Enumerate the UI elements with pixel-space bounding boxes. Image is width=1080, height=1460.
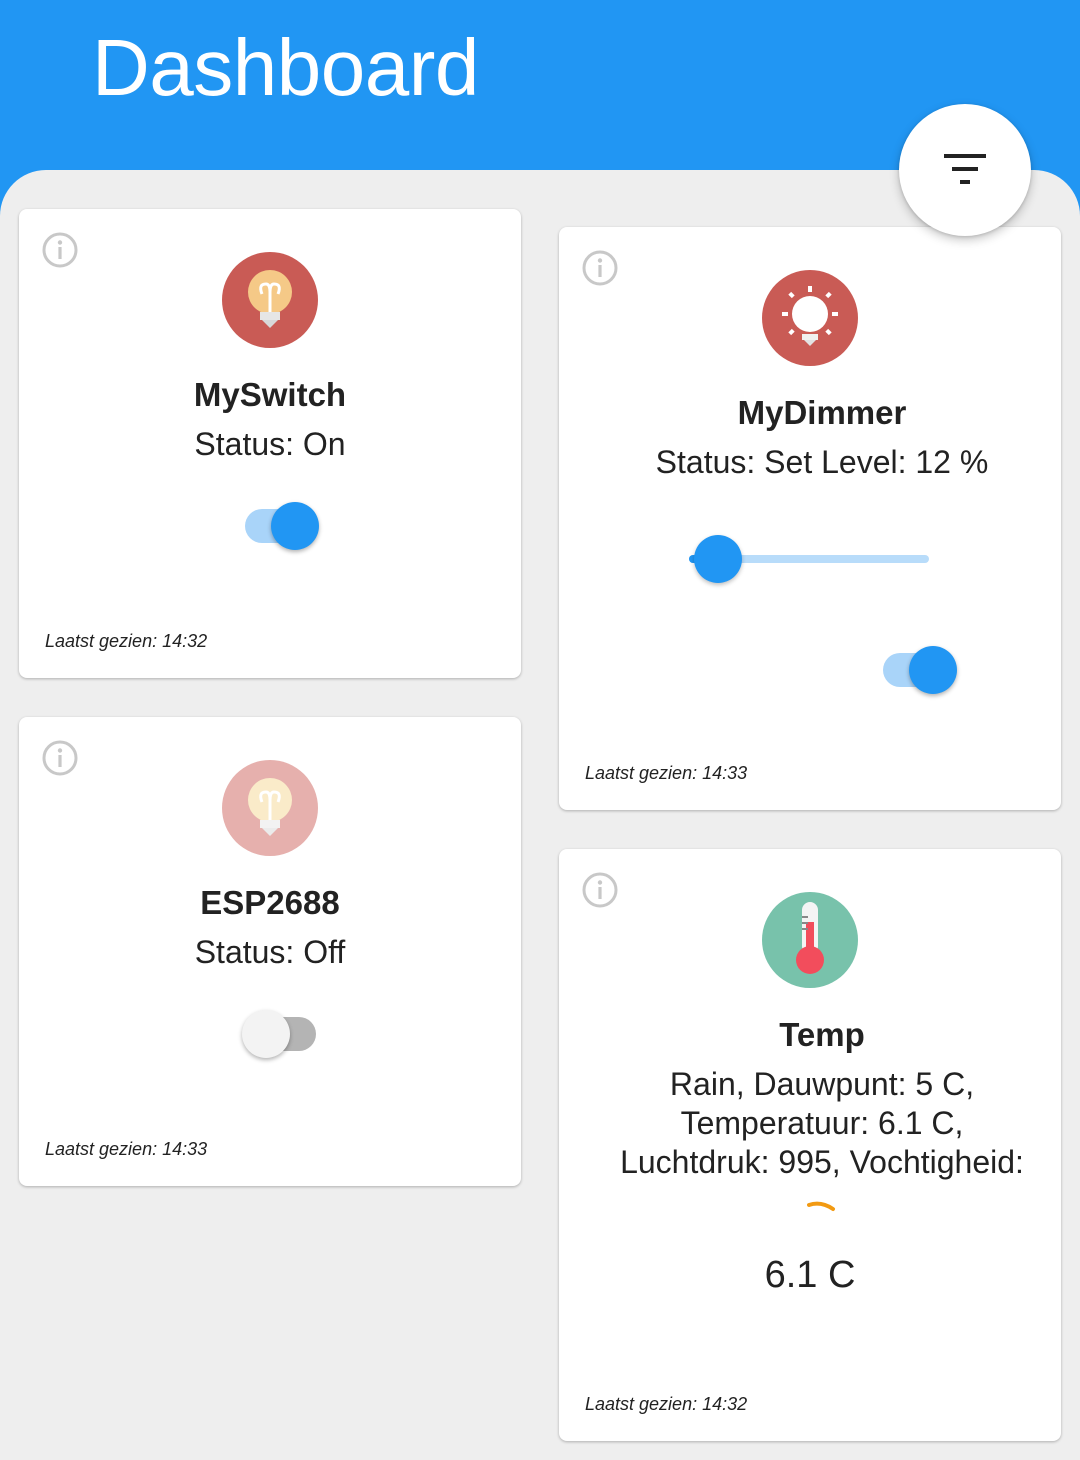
info-icon[interactable] [41, 231, 79, 269]
device-name: ESP2688 [200, 884, 340, 921]
info-icon[interactable] [581, 249, 619, 287]
device-status: Status: Set Level: 12 % [655, 444, 989, 480]
device-toggle[interactable] [879, 644, 957, 696]
thermometer-icon [762, 892, 858, 988]
lightbulb-icon [222, 252, 318, 348]
light-icon [762, 270, 858, 366]
loading-spinner-icon [807, 1201, 835, 1211]
device-card-mydimmer: MyDimmer Status: Set Level: 12 % Laatst … [559, 227, 1061, 810]
page-title: Dashboard [92, 23, 479, 112]
last-seen-label: Laatst gezien: 14:33 [45, 1139, 208, 1159]
filter-icon [944, 154, 986, 184]
device-status-line-2: Temperatuur: 6.1 C, [680, 1105, 964, 1141]
device-card-myswitch: MySwitch Status: On Laatst gezien: 14:32 [19, 209, 521, 678]
filter-button[interactable] [899, 104, 1031, 236]
app-header: Dashboard [0, 0, 1080, 200]
device-status-line-3: Luchtdruk: 995, Vochtigheid: [620, 1144, 1024, 1180]
device-status: Status: Off [194, 934, 346, 970]
device-name: MySwitch [193, 376, 347, 413]
temperature-value: 6.1 C [764, 1254, 856, 1296]
device-status-line-1: Rain, Dauwpunt: 5 C, [669, 1066, 975, 1102]
device-toggle[interactable] [241, 500, 319, 552]
last-seen-label: Laatst gezien: 14:32 [585, 1394, 748, 1414]
device-toggle[interactable] [242, 1008, 320, 1060]
device-card-esp2688: ESP2688 Status: Off Laatst gezien: 14:33 [19, 717, 521, 1186]
info-icon[interactable] [41, 739, 79, 777]
device-name: MyDimmer [737, 394, 907, 431]
dimmer-level-slider[interactable] [689, 532, 934, 583]
slider-thumb[interactable] [693, 535, 742, 583]
device-card-temp: Temp Rain, Dauwpunt: 5 C, Temperatuur: 6… [559, 849, 1061, 1441]
device-name: Temp [779, 1016, 865, 1053]
slider-rail [689, 555, 929, 563]
device-status: Status: On [194, 426, 346, 462]
last-seen-label: Laatst gezien: 14:33 [585, 763, 748, 783]
info-icon[interactable] [581, 871, 619, 909]
lightbulb-icon [222, 760, 318, 856]
last-seen-label: Laatst gezien: 14:32 [45, 631, 208, 651]
